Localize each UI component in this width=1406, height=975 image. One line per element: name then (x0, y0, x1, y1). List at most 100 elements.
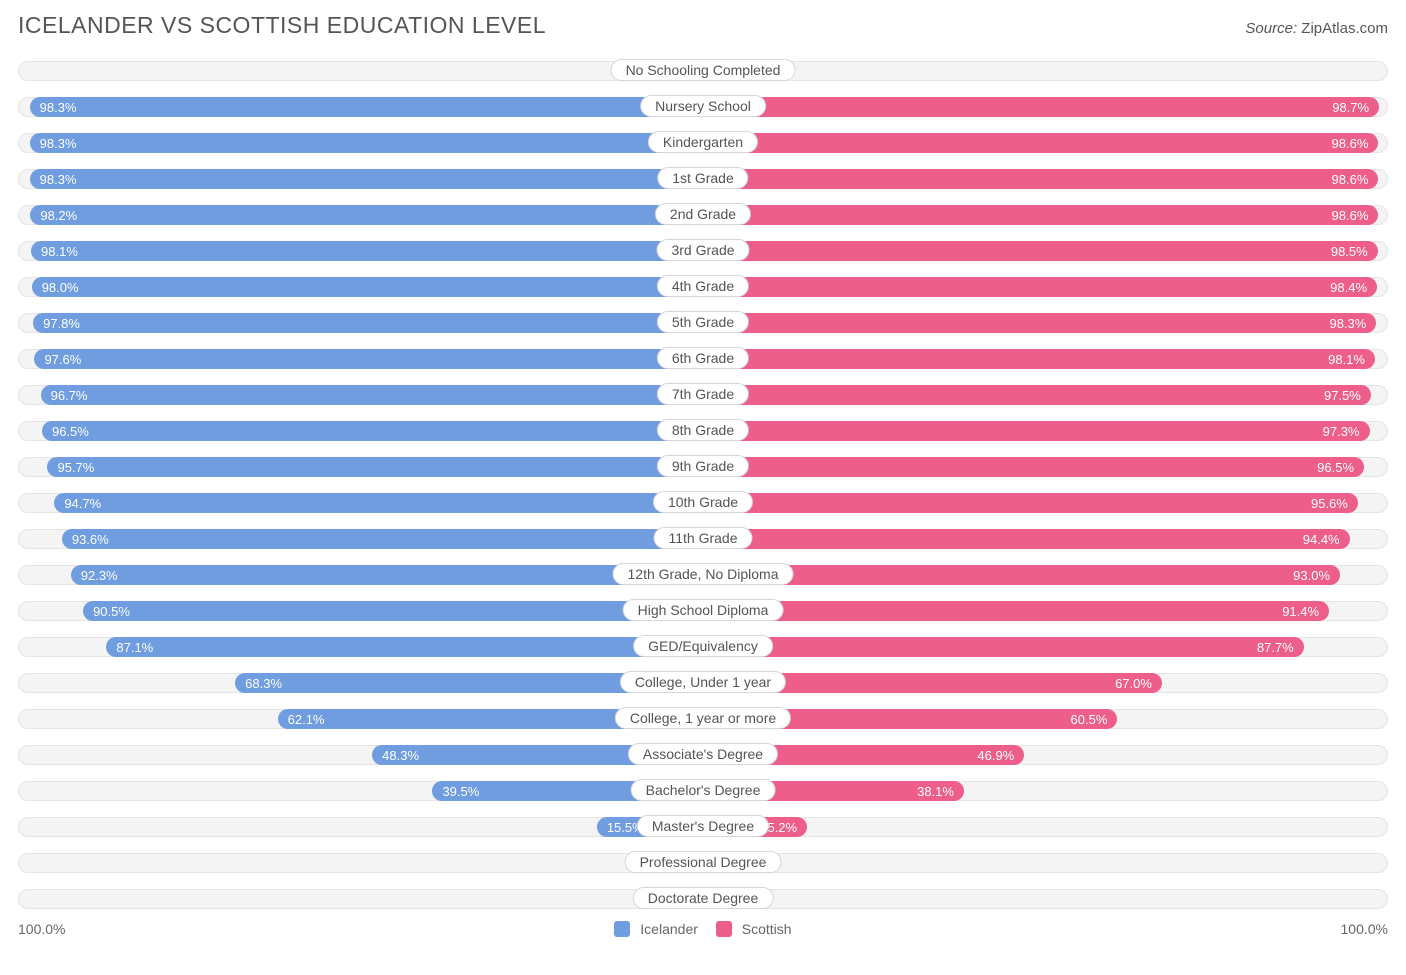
bar-value-left: 95.7% (57, 460, 94, 475)
chart-row: 4.8%4.6%Professional Degree (18, 849, 1388, 877)
bar-left: 98.3% (30, 169, 703, 189)
bar-left: 98.3% (30, 133, 703, 153)
row-label: Associate's Degree (628, 743, 778, 765)
source-label: Source: (1245, 20, 1297, 37)
chart-row: 87.1% 87.7% GED/Equivalency (18, 633, 1388, 661)
row-label: 10th Grade (653, 491, 753, 513)
track-left (18, 61, 703, 81)
bar-left: 98.1% (31, 241, 703, 261)
bar-value-right: 67.0% (1115, 676, 1152, 691)
chart-source: Source: ZipAtlas.com (1245, 20, 1388, 37)
bar-value-left: 98.0% (42, 280, 79, 295)
chart-row: 92.3%93.0%12th Grade, No Diploma (18, 561, 1388, 589)
chart-row: 94.7% 95.6% 10th Grade (18, 489, 1388, 517)
bar-value-left: 96.7% (51, 388, 88, 403)
bar-value-left: 97.6% (44, 352, 81, 367)
bar-value-left: 48.3% (382, 748, 419, 763)
bar-value-left: 96.5% (52, 424, 89, 439)
bar-value-left: 98.2% (40, 208, 77, 223)
bar-value-right: 98.5% (1331, 244, 1368, 259)
bar-right: 98.4% (703, 277, 1377, 297)
bar-value-left: 98.1% (41, 244, 78, 259)
row-label: 2nd Grade (655, 203, 751, 225)
bar-value-left: 87.1% (116, 640, 153, 655)
bar-left: 87.1% (106, 637, 703, 657)
track-right (703, 61, 1388, 81)
bar-right: 98.6% (703, 205, 1378, 225)
track-left (18, 853, 703, 873)
chart-row: 39.5% 38.1% Bachelor's Degree (18, 777, 1388, 805)
row-label: Bachelor's Degree (631, 779, 776, 801)
bar-value-left: 62.1% (288, 712, 325, 727)
row-label: GED/Equivalency (633, 635, 773, 657)
row-label: 7th Grade (657, 383, 749, 405)
chart-row: 96.7% 97.5% 7th Grade (18, 381, 1388, 409)
bar-value-right: 87.7% (1257, 640, 1294, 655)
chart-row: 97.8%98.3%5th Grade (18, 309, 1388, 337)
chart-row: 98.1% 98.5% 3rd Grade (18, 237, 1388, 265)
chart-row: 98.3%98.6%Kindergarten (18, 129, 1388, 157)
bar-left: 90.5% (83, 601, 703, 621)
bar-value-right: 38.1% (917, 784, 954, 799)
chart-row: 98.3%98.6%1st Grade (18, 165, 1388, 193)
track-left (18, 889, 703, 909)
chart-row: 96.5% 97.3% 8th Grade (18, 417, 1388, 445)
bar-value-right: 46.9% (977, 748, 1014, 763)
bar-value-right: 98.4% (1330, 280, 1367, 295)
bar-value-right: 94.4% (1303, 532, 1340, 547)
legend-label-right: Scottish (742, 921, 792, 937)
bar-value-right: 95.6% (1311, 496, 1348, 511)
legend-swatch-right (716, 921, 732, 937)
bar-value-right: 60.5% (1071, 712, 1108, 727)
bar-value-left: 93.6% (72, 532, 109, 547)
bar-right: 96.5% (703, 457, 1364, 477)
axis-right-max: 100.0% (1341, 921, 1388, 937)
bar-value-left: 90.5% (93, 604, 130, 619)
chart-row: 2.1%2.0%Doctorate Degree (18, 885, 1388, 913)
row-label: 8th Grade (657, 419, 749, 441)
bar-left: 97.8% (33, 313, 703, 333)
row-label: College, Under 1 year (620, 671, 786, 693)
bar-left: 95.7% (47, 457, 703, 477)
chart-title: ICELANDER VS SCOTTISH EDUCATION LEVEL (18, 12, 546, 39)
row-label: 4th Grade (657, 275, 749, 297)
bar-value-left: 39.5% (442, 784, 479, 799)
bar-left: 93.6% (62, 529, 703, 549)
chart-row: 48.3% 46.9% Associate's Degree (18, 741, 1388, 769)
bar-right: 95.6% (703, 493, 1358, 513)
row-label: High School Diploma (623, 599, 784, 621)
chart-row: 68.3%67.0%College, Under 1 year (18, 669, 1388, 697)
row-label: 12th Grade, No Diploma (613, 563, 794, 585)
bar-value-right: 97.3% (1323, 424, 1360, 439)
bar-left: 92.3% (71, 565, 703, 585)
bar-right: 98.5% (703, 241, 1378, 261)
chart-row: 98.3% 98.7%Nursery School (18, 93, 1388, 121)
bar-right: 98.7% (703, 97, 1379, 117)
bar-left: 97.6% (34, 349, 703, 369)
row-label: 3rd Grade (656, 239, 749, 261)
row-label: 9th Grade (657, 455, 749, 477)
bar-left: 96.5% (42, 421, 703, 441)
chart-row: 15.5%15.2%Master's Degree (18, 813, 1388, 841)
bar-value-right: 98.6% (1332, 208, 1369, 223)
row-label: 1st Grade (657, 167, 748, 189)
bar-value-right: 98.1% (1328, 352, 1365, 367)
row-label: Master's Degree (637, 815, 769, 837)
chart-row: 90.5%91.4%High School Diploma (18, 597, 1388, 625)
chart-row: 93.6%94.4%11th Grade (18, 525, 1388, 553)
source-value: ZipAtlas.com (1301, 20, 1388, 37)
legend-swatch-left (614, 921, 630, 937)
bar-value-left: 97.8% (43, 316, 80, 331)
bar-value-left: 98.3% (40, 100, 77, 115)
bar-value-right: 97.5% (1324, 388, 1361, 403)
row-label: Doctorate Degree (633, 887, 774, 909)
bar-right: 98.6% (703, 169, 1378, 189)
bar-value-left: 94.7% (64, 496, 101, 511)
bar-right: 97.3% (703, 421, 1370, 441)
legend-item-right: Scottish (716, 921, 792, 937)
bar-value-right: 96.5% (1317, 460, 1354, 475)
legend-item-left: Icelander (614, 921, 697, 937)
row-label: Nursery School (640, 95, 766, 117)
row-label: 5th Grade (657, 311, 749, 333)
chart-row: 97.6%98.1%6th Grade (18, 345, 1388, 373)
